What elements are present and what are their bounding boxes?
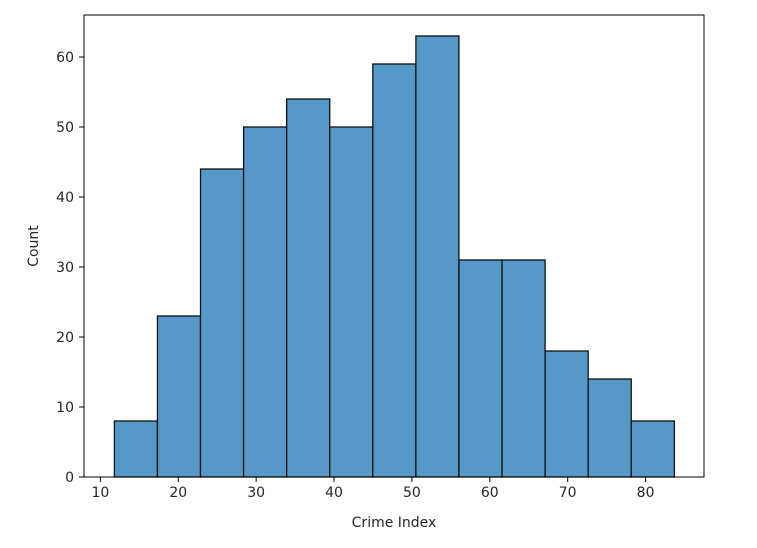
x-tick-label: 20: [169, 485, 187, 501]
x-tick-label: 60: [481, 485, 499, 501]
y-tick-label: 60: [56, 50, 74, 66]
x-tick-label: 40: [325, 485, 343, 501]
histogram-bar: [458, 259, 503, 478]
x-tick-label: 30: [247, 485, 265, 501]
x-axis: 10 20 30 40 50 60 70 80: [91, 477, 654, 501]
y-axis: 0 10 20 30 40 50 60: [56, 50, 84, 486]
histogram-bar: [544, 350, 589, 478]
histogram-bar: [415, 35, 460, 478]
y-tick-label: 40: [56, 190, 74, 206]
plot-frame: [83, 14, 705, 478]
histogram-bar: [501, 259, 546, 478]
histogram-bar: [329, 126, 374, 478]
histogram-bar: [286, 98, 331, 478]
x-tick-label: 70: [559, 485, 577, 501]
y-tick-label: 10: [56, 400, 74, 416]
x-axis-label: Crime Index: [352, 515, 437, 531]
y-tick-label: 20: [56, 330, 74, 346]
histogram-bar: [199, 168, 245, 478]
histogram-bar: [372, 63, 417, 478]
histogram-bar: [156, 315, 202, 478]
x-tick-label: 50: [403, 485, 421, 501]
y-axis-label: Count: [26, 225, 42, 267]
y-tick-label: 30: [56, 260, 74, 276]
y-tick-label: 0: [65, 470, 74, 486]
histogram-bar: [242, 126, 288, 478]
bars-group: [113, 35, 676, 478]
histogram-bar: [587, 378, 632, 478]
histogram-bar: [630, 420, 676, 478]
x-tick-label: 80: [637, 485, 655, 501]
x-tick-label: 10: [91, 485, 109, 501]
histogram-bar: [113, 420, 159, 478]
y-tick-label: 50: [56, 120, 74, 136]
